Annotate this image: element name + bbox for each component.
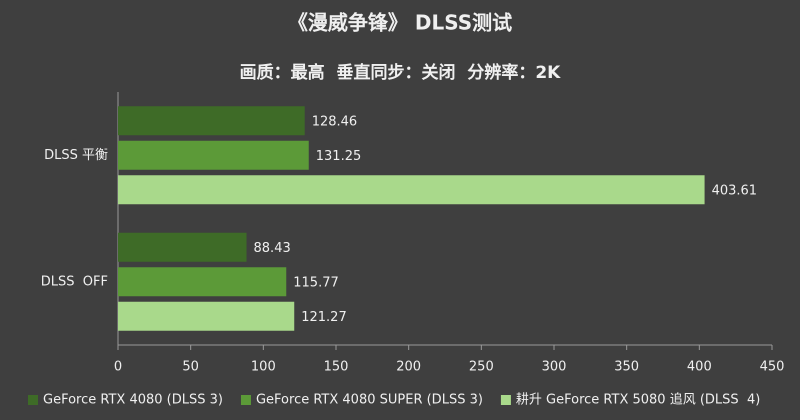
x-tick-label: 150 [324,360,349,375]
bar [118,140,309,170]
x-tick-label: 400 [687,360,712,375]
x-tick-label: 50 [182,360,199,375]
legend-label: GeForce RTX 4080 (DLSS 3) [43,393,223,408]
legend-label: 耕升 GeForce RTX 5080 追风 (DLSS 4) [516,392,760,408]
legend-swatch [28,395,38,405]
x-tick-label: 0 [114,360,122,375]
x-tick-label: 450 [760,360,785,375]
bar [118,106,305,136]
value-label: 121.27 [301,310,347,325]
legend-label: GeForce RTX 4080 SUPER (DLSS 3) [256,393,483,408]
y-tick-label: DLSS OFF [41,274,108,289]
x-tick-label: 100 [251,360,276,375]
bar [118,232,247,262]
legend-swatch [240,395,251,405]
y-tick-label: DLSS 平衡 [44,148,108,163]
value-label: 128.46 [312,114,358,129]
x-tick-label: 250 [469,360,494,375]
value-label: 131.25 [316,149,362,164]
x-tick-label: 200 [396,360,421,375]
chart-title: 《漫威争锋》 DLSS测试 [288,11,512,35]
x-tick-label: 300 [542,360,567,375]
value-label: 115.77 [293,275,339,290]
bar [118,175,705,205]
bar [118,267,287,297]
chart-subtitle: 画质：最高 垂直同步：关闭 分辨率：2K [240,62,562,83]
legend-swatch [500,395,511,405]
value-label: 403.61 [712,183,758,198]
x-tick-label: 350 [614,360,639,375]
value-label: 88.43 [254,241,291,256]
bar [118,301,295,331]
